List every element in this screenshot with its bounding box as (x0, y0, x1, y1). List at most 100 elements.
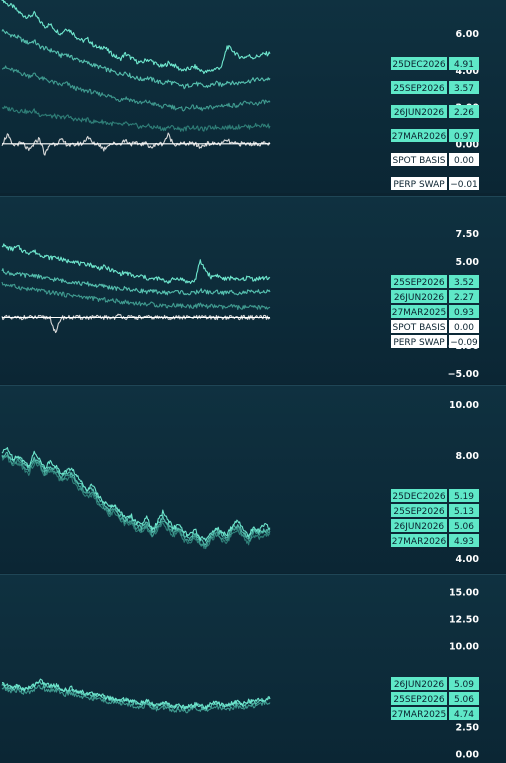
value-tag-bg (391, 335, 447, 348)
value-tag-bg (391, 504, 447, 517)
series-value-label: 5.13 (454, 507, 474, 517)
value-tag-bg (449, 275, 479, 288)
series-line (1, 454, 271, 548)
series-line (1, 455, 271, 550)
value-tag-bg (449, 534, 479, 547)
y-tick-label: 10.00 (449, 641, 479, 652)
value-tag: 26JUN2026 2.26 (391, 105, 479, 118)
value-tag-bg (391, 534, 447, 547)
y-tick-label: 15.00 (449, 587, 479, 598)
series-name-label: PERP SWAP (393, 338, 445, 348)
series-value-label: 3.57 (454, 84, 474, 94)
chart-panel-3: 10.00 8.00 4.00 25DEC2026 5.19 25SEP2026 5.13 2… (0, 386, 506, 573)
value-tag: 27MAR2025 4.74 (391, 707, 479, 720)
chart-4-canvas: 15.00 12.50 10.00 2.50 0.00 26JUN2026 5.09 25SE… (1, 587, 480, 760)
value-tag-bg (391, 677, 447, 690)
value-tag-bg (449, 177, 479, 190)
panel-divider (0, 196, 506, 197)
series-line (1, 105, 271, 132)
value-tag-bg (391, 320, 447, 333)
value-tag: PERP SWAP −0.09 (391, 335, 479, 348)
series-value-label: 4.91 (454, 60, 474, 70)
series-name-label: PERP SWAP (393, 180, 445, 190)
series-line (1, 281, 271, 311)
series-line (1, 447, 271, 542)
value-tag: 27MAR2026 4.93 (391, 534, 479, 547)
y-tick-label: 4.00 (456, 66, 480, 77)
value-tag-bg (449, 81, 479, 94)
value-tag-bg (391, 81, 447, 94)
value-tag: SPOT BASIS 0.00 (391, 320, 479, 333)
value-tag: 25SEP2026 3.57 (391, 81, 479, 94)
series-value-label: 2.26 (454, 108, 474, 118)
series-name-label: SPOT BASIS (393, 323, 446, 333)
series-line (1, 313, 271, 334)
series-line (1, 243, 271, 284)
series-name-label: 25DEC2026 (392, 60, 446, 70)
series-value-label: 0.93 (454, 308, 474, 318)
value-tag-bg (391, 153, 447, 166)
chart-panel-1: 6.004.002.000.00-2.0025DEC20264.9125SEP2… (0, 0, 506, 193)
value-tag-bg (449, 57, 479, 70)
chart-1-canvas: 6.004.002.000.00-2.0025DEC20264.9125SEP2… (1, 0, 480, 190)
chart-panel-4: 15.00 12.50 10.00 2.50 0.00 26JUN2026 5.09 25SE… (0, 575, 506, 763)
series-line (2, 678, 271, 710)
value-tag: 26JUN2026 5.06 (391, 519, 479, 532)
series-name-label: SPOT BASIS (393, 156, 446, 166)
series-name-label: 26JUN2026 (394, 108, 445, 118)
value-tag: 25SEP2026 5.06 (391, 692, 479, 705)
y-tick-label: 0.00 (456, 749, 480, 760)
value-tag-bg (449, 153, 479, 166)
value-tag-bg (391, 129, 447, 142)
value-tag-bg (449, 129, 479, 142)
value-tag-bg (391, 275, 447, 288)
series-name-label: 27MAR2025 (392, 308, 447, 318)
value-tag-bg (391, 519, 447, 532)
y-tick-label: 0.00 (456, 139, 480, 150)
series-value-label: 5.06 (454, 522, 474, 532)
series-value-label: 2.27 (454, 293, 474, 303)
series-value-label: 4.93 (454, 537, 474, 547)
value-tag: 25SEP2026 5.13 (391, 504, 479, 517)
series-value-label: −0.01 (450, 180, 478, 190)
value-tag: 25DEC2026 5.19 (391, 489, 479, 502)
value-tag-bg (449, 320, 479, 333)
series-value-label: 4.74 (454, 710, 474, 720)
value-tag-bg (449, 677, 479, 690)
chart-2-canvas: 7.505.00−2.50−5.0025SEP20263.5226JUN2026… (1, 229, 480, 380)
value-tag-bg (449, 489, 479, 502)
series-name-label: 25SEP2026 (393, 278, 444, 288)
y-tick-label: −5.00 (448, 369, 480, 380)
series-name-label: 25SEP2026 (393, 507, 444, 517)
y-tick-label: 4.00 (456, 554, 480, 565)
value-tag-bg (391, 177, 447, 190)
value-tag-bg (391, 57, 447, 70)
y-tick-label: 2.50 (456, 722, 480, 733)
series-value-label: 5.09 (454, 680, 474, 690)
series-value-label: 5.19 (454, 492, 474, 502)
value-tag: 27MAR2026 0.97 (391, 129, 479, 142)
series-value-label: 0.00 (454, 323, 474, 333)
y-tick-label: 12.50 (449, 614, 479, 625)
series-value-label: −0.09 (450, 338, 478, 348)
panel-divider (0, 385, 506, 386)
value-tag-bg (449, 105, 479, 118)
value-tag-bg (449, 519, 479, 532)
series-name-label: 27MAR2026 (392, 132, 447, 142)
series-line (1, 65, 271, 112)
series-name-label: 26JUN2026 (394, 522, 445, 532)
value-tag: 25DEC2026 4.91 (391, 57, 479, 70)
value-tag-bg (449, 707, 479, 720)
value-tag-bg (391, 707, 447, 720)
value-tag-bg (449, 504, 479, 517)
y-tick-label: 8.00 (456, 451, 480, 462)
series-line (1, 451, 271, 546)
series-name-label: 25SEP2026 (393, 695, 444, 705)
series-name-label: 26JUN2026 (394, 680, 445, 690)
series-value-label: 0.00 (454, 156, 474, 166)
series-value-label: 3.52 (454, 278, 474, 288)
panel-divider (0, 574, 506, 575)
value-tag-bg (391, 305, 447, 318)
value-tag: 25SEP2026 3.52 (391, 275, 479, 288)
